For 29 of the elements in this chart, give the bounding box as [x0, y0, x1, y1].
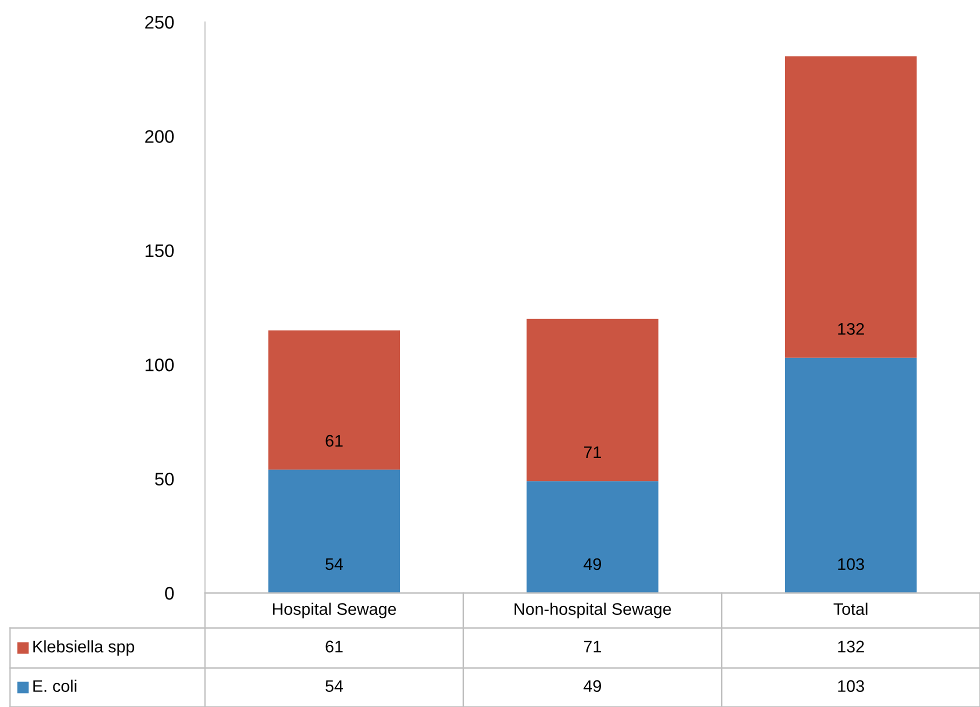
x-tick-label: Hospital Sewage: [273, 602, 396, 618]
text: 71: [584, 640, 601, 652]
bar: [526, 481, 658, 593]
data-label: 103: [838, 558, 864, 570]
data-label: 132: [838, 323, 864, 335]
data-label: 54: [326, 558, 343, 570]
text: 49: [584, 680, 601, 692]
text: 61: [326, 640, 343, 652]
data-label: 71: [584, 446, 601, 458]
text: 103: [838, 680, 864, 692]
y-tick-label: 150: [146, 244, 174, 258]
bar: [268, 470, 400, 593]
legend-label: Klebsiella spp: [33, 640, 134, 656]
text: 54: [326, 680, 343, 692]
y-tick-label: 0: [165, 586, 174, 600]
text: 132: [838, 640, 864, 652]
y-tick-label: 200: [145, 130, 174, 143]
legend-label: E. coli: [33, 680, 76, 692]
y-tick-label: 100: [146, 358, 174, 372]
data-label: 61: [326, 434, 343, 447]
bar: [268, 330, 400, 470]
x-tick-label: Non-hospital Sewage: [514, 602, 671, 618]
data-label: 49: [584, 558, 601, 570]
bar: [784, 358, 917, 593]
y-tick-label: 250: [145, 16, 174, 29]
y-tick-label: 50: [155, 472, 174, 486]
bar: [784, 56, 917, 358]
bar: [526, 318, 658, 482]
x-tick-label: Total: [834, 602, 868, 615]
